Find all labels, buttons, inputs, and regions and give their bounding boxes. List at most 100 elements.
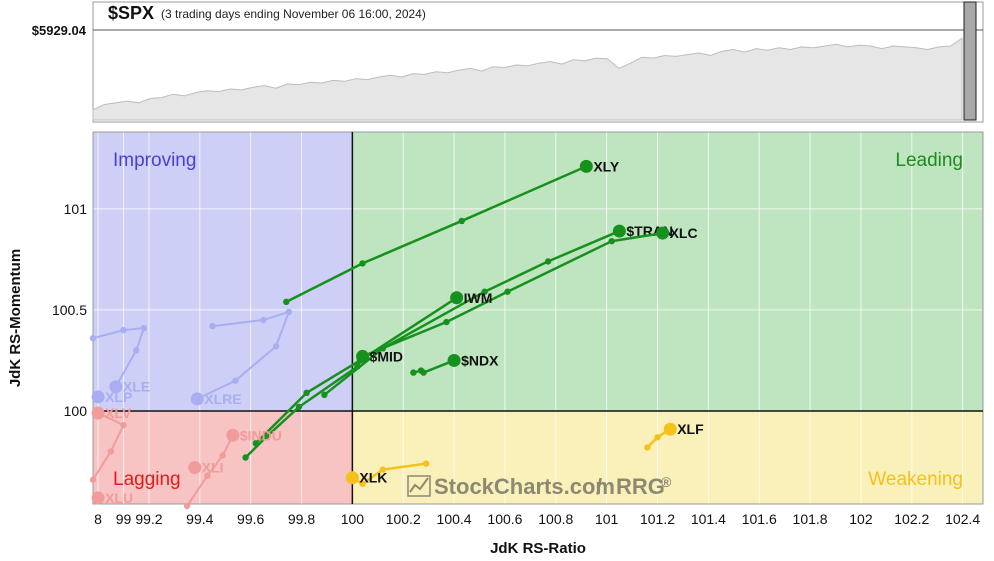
series-point [133, 347, 140, 354]
series-point [504, 288, 511, 295]
series-point [140, 324, 148, 332]
series-point [303, 389, 310, 397]
series-label: XLU [105, 490, 133, 506]
x-tick-label: 101.6 [742, 511, 777, 527]
series-point [242, 454, 249, 461]
series-label: XLC [670, 225, 698, 241]
series-xlf: XLF [644, 421, 704, 451]
series-label: XLF [677, 421, 704, 437]
series-head-point [91, 491, 105, 505]
x-tick-label: 8 [94, 511, 102, 527]
y-tick-label: 101 [64, 201, 88, 217]
watermark-separator: / [596, 474, 602, 499]
series-label: IWM [464, 290, 493, 306]
series-point [481, 288, 488, 295]
series-xlk: XLK [345, 460, 430, 487]
x-axis-title: JdK RS-Ratio [490, 540, 586, 557]
series-point [209, 322, 216, 330]
series-label: $NDX [461, 352, 499, 368]
series-tail [196, 310, 291, 400]
series-head-point [447, 353, 461, 367]
quadrant-label-leading: Leading [895, 150, 963, 171]
series-point [321, 391, 328, 399]
series-point [443, 318, 450, 326]
series-point [295, 403, 303, 411]
x-axis-ticks: 8 99 99.2 99.4 99.6 99.8 100 100.2 100.4 100.6 100… [94, 511, 980, 527]
series-point [260, 316, 267, 324]
series-point [359, 260, 366, 267]
series-head-point [663, 422, 677, 436]
series-head-point [356, 349, 370, 363]
quadrant-label-weakening: Weakening [868, 469, 963, 490]
y-axis-title: JdK RS-Momentum [7, 249, 24, 387]
series-point [458, 217, 465, 225]
x-tick-label: 102 [849, 511, 873, 527]
gridlines [92, 131, 984, 505]
series-point [420, 369, 427, 376]
x-tick-label: 101.8 [793, 511, 828, 527]
series-point [644, 444, 651, 451]
time-slider-handle[interactable] [963, 1, 977, 121]
series-head-point [190, 392, 204, 406]
series-label: XLK [359, 470, 387, 486]
period-caption: (3 trading days ending November 06 16:00… [161, 7, 426, 21]
series-point [219, 452, 226, 459]
x-tick-label: 100.4 [437, 511, 472, 527]
price-panel: $SPX (3 trading days ending November 06 … [32, 1, 984, 123]
series-label: $MID [370, 348, 403, 364]
series-point [120, 421, 127, 429]
series-point [354, 363, 361, 370]
series-head-point [91, 406, 105, 420]
watermark-rrg: RRG [616, 474, 665, 499]
series-head-point [188, 461, 202, 475]
price-area [92, 37, 963, 121]
series-mid: $MID [242, 348, 403, 461]
x-tick-label: 99.8 [288, 511, 315, 527]
x-tick-label: 100.8 [538, 511, 573, 527]
y-tick-label: 100.5 [52, 302, 87, 318]
series-point [262, 434, 270, 441]
watermark: StockCharts.com / RRG ® [407, 474, 672, 499]
series-head-point [91, 390, 105, 404]
series-label: XLRE [204, 391, 241, 407]
series-tail [285, 165, 587, 303]
y-axis-ticks: 100 100.5 101 [52, 201, 87, 419]
symbol-title: $SPX [108, 3, 154, 23]
quadrant-label-lagging: Lagging [113, 469, 181, 490]
x-tick-label: 101 [595, 511, 619, 527]
x-tick-label: 99.6 [237, 511, 264, 527]
series-point [654, 434, 661, 441]
series-head-point [109, 380, 123, 394]
series-label: XLV [105, 405, 132, 421]
series-point [608, 237, 615, 245]
watermark-brand: StockCharts.com [434, 474, 615, 499]
series-label: XLE [123, 379, 150, 395]
series-point [422, 460, 430, 467]
x-tick-label: 100.6 [487, 511, 522, 527]
series-point [379, 466, 387, 473]
quadrant-label-improving: Improving [113, 150, 196, 171]
series-point [232, 377, 239, 384]
series-iwm: IWM [252, 290, 493, 447]
series-point [272, 343, 280, 350]
plot-frame [92, 131, 984, 505]
series-xlp: XLP [91, 389, 132, 405]
series-xlre: XLRE [190, 308, 292, 407]
series-xlv: XLV [89, 405, 132, 483]
series-head-point [450, 291, 464, 305]
series-label: XLY [593, 158, 620, 174]
quadrant-leading [352, 132, 983, 411]
x-tick-label: 100 [341, 511, 365, 527]
x-tick-label: 101.2 [640, 511, 675, 527]
y-tick-label: 100 [64, 403, 88, 419]
watermark-registered: ® [661, 474, 672, 490]
series-point [285, 308, 292, 316]
x-tick-label: 102.4 [945, 511, 980, 527]
series-head-point [226, 428, 240, 442]
x-tick-label: 99 [116, 511, 132, 527]
x-tick-label: 99.2 [135, 511, 162, 527]
quadrant-improving [93, 132, 353, 411]
x-tick-label: 102.2 [894, 511, 929, 527]
